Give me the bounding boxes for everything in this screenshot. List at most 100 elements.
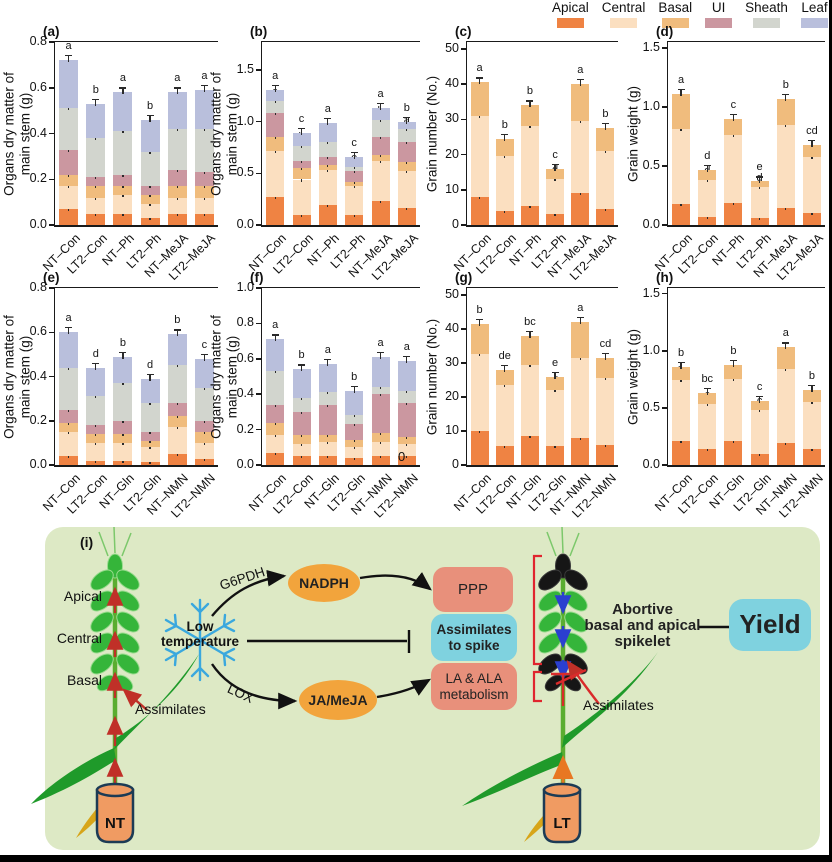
top-error-stem [680, 88, 682, 96]
sig-letter: d [147, 358, 154, 371]
y-tick-label-f: 0.8 [236, 315, 254, 330]
panel-tag-e: (e) [43, 270, 60, 285]
bar-segment-central [750, 187, 769, 218]
bar-segment-basal [292, 168, 311, 180]
bar-segment-ui [292, 160, 311, 169]
bar-segment-leaf [397, 360, 416, 391]
bar-segment-apical [776, 443, 795, 465]
bar-segment-basal [59, 174, 79, 187]
bar-segment-sheath [59, 108, 79, 150]
y-tick-label-a: 0.4 [29, 125, 47, 140]
bar-segment-central [86, 197, 106, 214]
sig-letter: a [201, 70, 208, 83]
bar-segment-basal [672, 366, 691, 381]
nt-pot-label: NT [105, 815, 125, 832]
sig-letter: a [782, 327, 789, 340]
y-tick-c [460, 189, 466, 191]
bar-segment-basal [140, 440, 160, 448]
bar-segment-leaf [59, 60, 79, 109]
ja-meja-node: JA/MeJA [299, 680, 377, 720]
bar-segment-central [318, 441, 337, 457]
legend-swatch [753, 17, 781, 28]
top-error-stem [353, 385, 355, 393]
y-tick-h [661, 292, 667, 295]
legend-item-leaf: Leaf [800, 0, 828, 28]
bar-segment-apical [672, 203, 691, 225]
bar-segment-sheath [113, 131, 133, 175]
lt-pot-label: LT [553, 815, 570, 832]
bar-segment-apical [113, 460, 133, 465]
bar-segment-basal [194, 431, 214, 443]
bar-segment-sheath [345, 415, 364, 425]
bar-segment-apical [571, 193, 590, 225]
bar-segment-apical [724, 202, 743, 225]
bar-segment-basal [318, 434, 337, 442]
bar-segment-sheath [397, 390, 416, 404]
sig-letter: b [351, 370, 358, 383]
sig-letter: b [730, 344, 737, 357]
bar-segment-ui [266, 113, 285, 138]
bar-segment-apical [345, 457, 364, 465]
bar-segment-central [345, 447, 364, 458]
top-error-stem [579, 79, 581, 87]
axis-top-d [666, 40, 825, 42]
axis-top-e [53, 286, 218, 288]
top-error-stem [406, 355, 408, 363]
sig-letter: bc [524, 315, 536, 328]
bar-segment-apical [266, 452, 285, 465]
bar-segment-basal [520, 335, 539, 365]
bar-segment-central [750, 410, 769, 454]
bar-segment-ui [371, 137, 390, 155]
bar-segment-central [167, 427, 187, 454]
y-tick-label-a: 0.6 [29, 79, 47, 94]
y-tick-b [255, 120, 261, 123]
bar-segment-leaf [167, 92, 187, 129]
sig-letter: a [65, 312, 72, 325]
top-error-stem [758, 396, 761, 404]
bar-segment-basal [113, 434, 133, 443]
yield-node: Yield [729, 599, 811, 651]
bar-segment-ui [59, 409, 79, 423]
bar-segment-apical [292, 456, 311, 465]
bar-segment-apical [86, 460, 106, 465]
y-tick-label-b: 0.0 [236, 217, 254, 231]
y-tick-c [460, 224, 466, 226]
bar-segment-central [292, 443, 311, 457]
bar-segment-apical [371, 201, 390, 225]
top-error-stem [554, 163, 556, 171]
bar-segment-basal [571, 322, 590, 358]
y-tick-c [460, 48, 466, 50]
legend-swatch [661, 17, 689, 28]
legend: Apical Central Basal UI Sheath Leaf [552, 0, 828, 28]
top-error-stem [122, 87, 124, 95]
top-error-stem [785, 342, 787, 350]
bar-segment-apical [266, 197, 285, 225]
axis-bottom-h [666, 465, 825, 467]
bar-segment-basal [495, 369, 514, 385]
y-tick-d [661, 165, 667, 167]
sig-letter: b [678, 346, 685, 359]
axis-bottom-c [465, 225, 618, 227]
bar-segment-apical [194, 213, 214, 225]
sig-letter: cd [599, 337, 612, 350]
bar-segment-basal [546, 376, 565, 391]
frame-right-edge [829, 0, 832, 862]
bar-segment-leaf [345, 156, 364, 168]
axis-left-b [260, 40, 262, 227]
bar-segment-central [546, 390, 565, 447]
axis-left-f [260, 286, 262, 467]
legend-label: Basal [658, 0, 693, 15]
bar-segment-apical [546, 446, 565, 465]
sig-letter: b [602, 108, 609, 121]
bar-segment-central [59, 431, 79, 457]
bar-segment-sheath [266, 371, 285, 405]
panel-tag-b: (b) [250, 24, 268, 39]
y-tick-g [460, 396, 466, 398]
assimilates-right-label: Assimilates [583, 697, 654, 713]
bar-segment-apical [292, 214, 311, 225]
bar-segment-central [470, 354, 489, 431]
bar-segment-central [113, 195, 133, 214]
frame-bottom-edge [0, 855, 832, 862]
